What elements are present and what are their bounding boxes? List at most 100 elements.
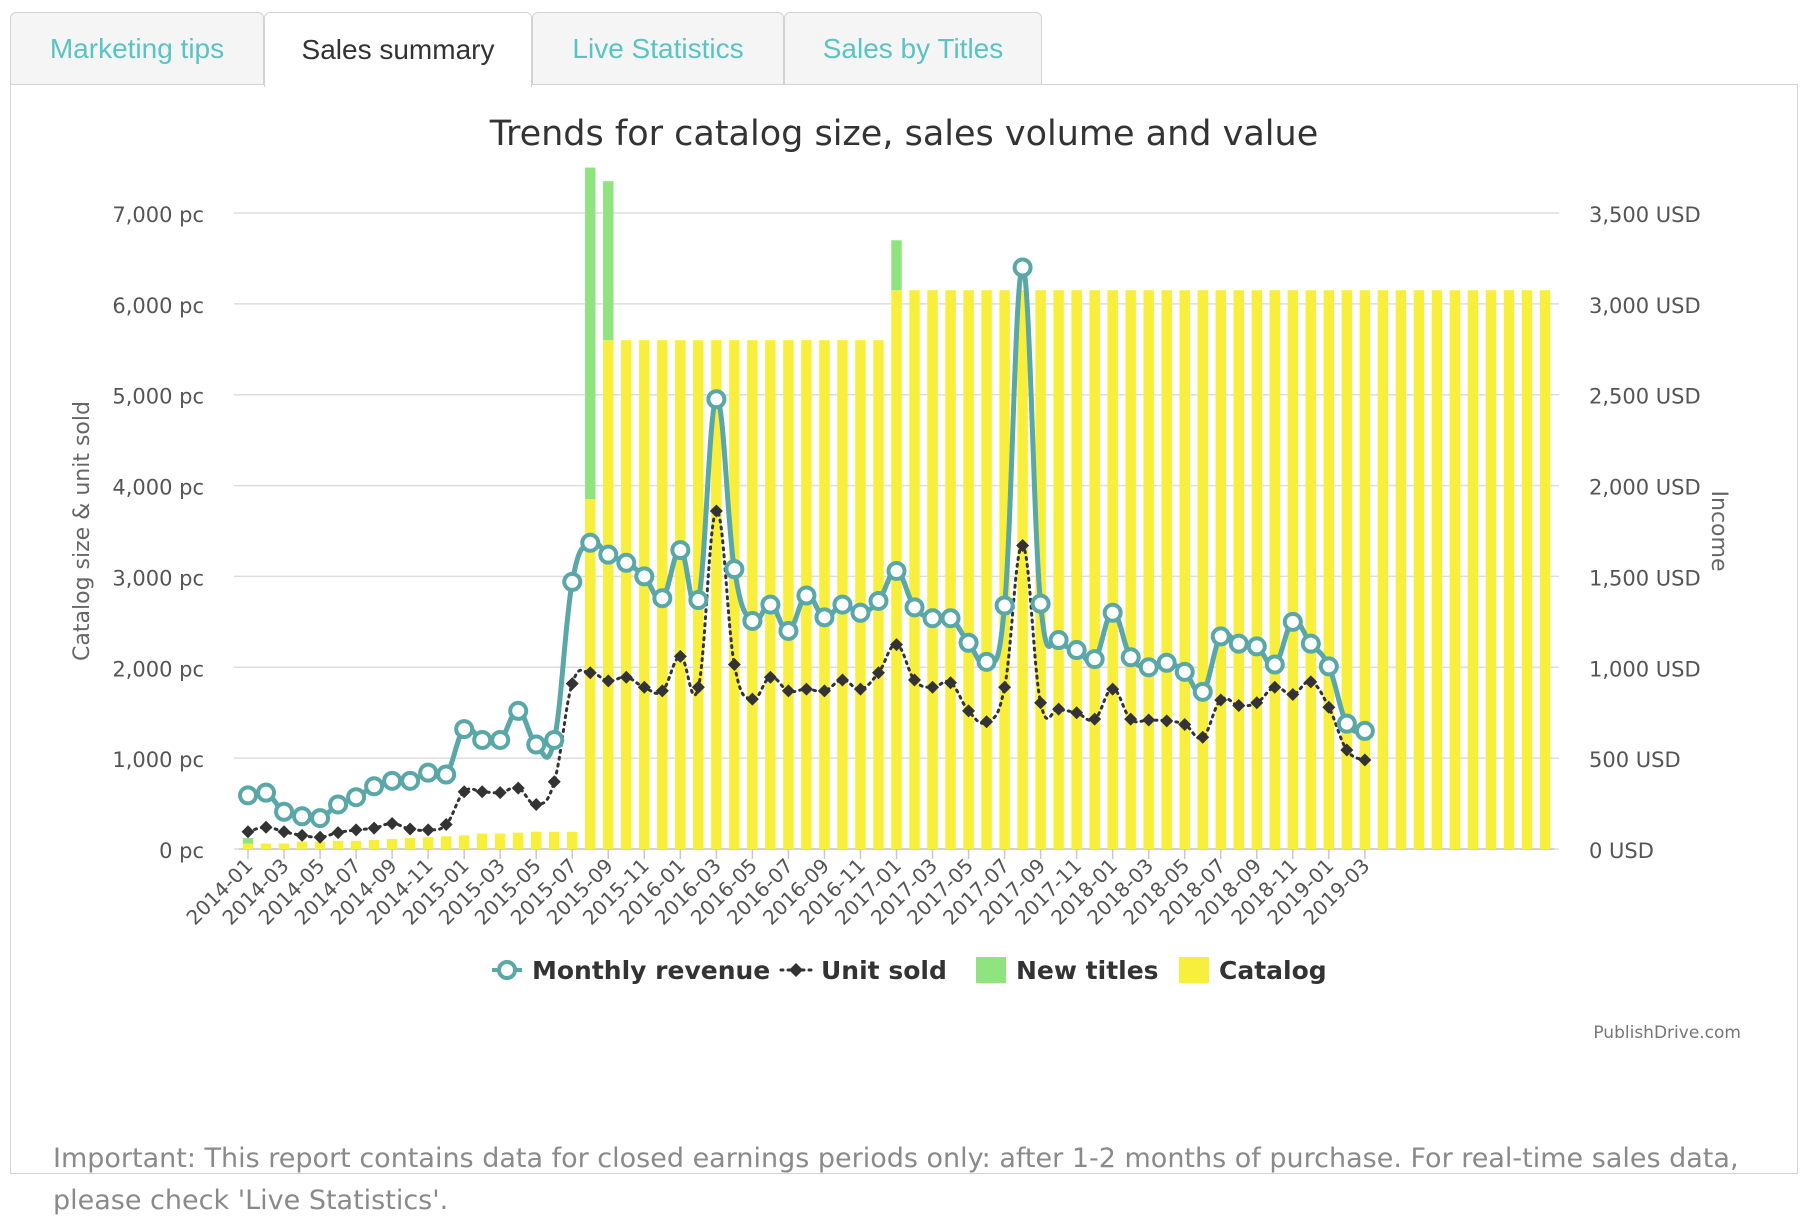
new-titles-bar [585,167,596,500]
catalog-bar [1179,290,1190,849]
unit-sold-point [1322,700,1336,714]
catalog-bar [368,839,380,849]
monthly-revenue-point [778,620,799,641]
monthly-revenue-point [310,808,331,829]
catalog-bar [278,843,290,849]
catalog-bar [1251,290,1262,849]
unit-sold-point [493,786,507,800]
monthly-revenue-point [670,540,691,561]
catalog-bar [639,340,650,849]
unit-sold-point [637,680,651,694]
catalog-bar [549,831,560,849]
monthly-revenue-point [886,560,907,581]
catalog-bar [1305,290,1317,849]
catalog-bar [404,838,416,849]
monthly-revenue-point [1120,647,1141,668]
legend-catalog: Catalog [1219,956,1327,985]
monthly-revenue-point [238,785,259,806]
monthly-revenue-point [1084,649,1105,670]
y-tick-label: 2,000 pc [112,657,204,681]
monthly-revenue-point [760,594,781,615]
catalog-bar [350,840,362,849]
catalog-bar [927,290,938,849]
monthly-revenue-point [346,787,367,808]
monthly-revenue-point [724,559,745,580]
unit-sold-point [709,504,723,518]
catalog-bar [531,831,542,849]
unit-sold-point [583,666,597,680]
monthly-revenue-point [544,729,565,750]
monthly-revenue-point [706,389,727,410]
monthly-revenue-point [832,594,853,615]
unit-sold-point [601,674,615,688]
tab-live-statistics[interactable]: Live Statistics [532,12,784,84]
tab-sales-summary[interactable]: Sales summary [264,12,532,87]
catalog-bar [819,340,830,849]
monthly-revenue-point [958,632,979,653]
unit-sold-point [890,638,903,652]
monthly-revenue-point [940,608,961,629]
new-titles-bar [603,181,614,341]
unit-sold-point [1250,696,1264,710]
monthly-revenue-point [598,544,619,565]
catalog-bar [1233,290,1244,849]
monthly-revenue-point [1336,713,1357,734]
catalog-bar [1089,290,1100,849]
unit-sold-point [781,684,795,698]
unit-sold-point [1232,698,1246,712]
monthly-revenue-point [382,770,403,791]
catalog-bar [1269,290,1281,849]
catalog-bar [747,340,758,849]
monthly-revenue-point [454,719,475,740]
monthly-revenue-point [256,782,277,803]
monthly-revenue-point [292,806,313,827]
monthly-revenue-point [418,762,439,783]
catalog-bar [512,832,524,849]
monthly-revenue-point [652,588,673,609]
catalog-bar [1197,290,1208,849]
tab-marketing-tips[interactable]: Marketing tips [10,12,264,84]
unit-sold-point [439,817,453,831]
unit-sold-point [1070,706,1084,720]
y-tick-label: 3,000 pc [112,566,204,590]
catalog-bar [621,340,632,849]
catalog-bar [729,340,740,849]
catalog-bar [1071,290,1082,849]
legend-catalog-swatch [1179,957,1209,983]
catalog-bar [440,836,452,849]
monthly-revenue-point [1030,593,1051,614]
monthly-revenue-point [1048,630,1069,651]
monthly-revenue-point [274,801,295,822]
unit-sold-point [1088,712,1102,726]
monthly-revenue-point [1354,720,1375,741]
unit-sold-point [727,658,741,672]
unit-sold-point [691,680,705,694]
tab-sales-by-titles[interactable]: Sales by Titles [784,12,1042,84]
catalog-bar [945,290,956,849]
catalog-bar [458,835,470,849]
monthly-revenue-point [1264,654,1285,675]
catalog-bar [1143,290,1154,849]
unit-sold-point [565,677,579,691]
catalog-bar [422,837,434,849]
monthly-revenue-point [1318,656,1339,677]
monthly-revenue-point [976,651,997,672]
unit-sold-point [295,828,309,842]
catalog-bar [1413,290,1425,849]
monthly-revenue-point [328,794,349,815]
unit-sold-point [349,823,363,837]
monthly-revenue-point [688,590,709,611]
legend-unit-marker [789,963,803,977]
monthly-revenue-point [1156,652,1177,673]
unit-sold-point [980,715,994,729]
monthly-revenue-point [634,566,655,587]
monthly-revenue-point [922,608,943,629]
unit-sold-point [1160,714,1174,728]
unit-sold-point [799,682,813,696]
catalog-bar [711,340,722,849]
catalog-bar [855,340,866,849]
unit-sold-point [241,825,255,839]
y-tick-label: 6,000 pc [112,294,204,318]
catalog-bar [1521,290,1533,849]
unit-sold-point [1034,696,1048,710]
